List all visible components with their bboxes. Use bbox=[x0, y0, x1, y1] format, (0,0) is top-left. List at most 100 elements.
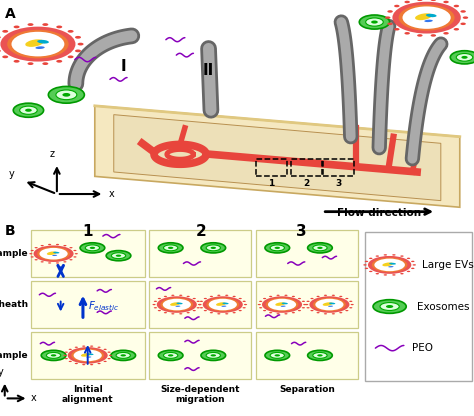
Circle shape bbox=[313, 298, 346, 311]
Circle shape bbox=[0, 50, 1, 52]
Circle shape bbox=[349, 307, 352, 308]
Ellipse shape bbox=[222, 302, 228, 305]
Circle shape bbox=[274, 354, 280, 357]
Bar bbox=[149, 281, 251, 328]
Circle shape bbox=[210, 247, 216, 249]
Circle shape bbox=[82, 364, 85, 365]
Circle shape bbox=[404, 32, 410, 35]
Circle shape bbox=[2, 55, 8, 58]
Circle shape bbox=[90, 247, 95, 249]
Circle shape bbox=[412, 264, 416, 265]
Circle shape bbox=[305, 304, 308, 305]
Circle shape bbox=[217, 295, 220, 296]
Ellipse shape bbox=[37, 40, 49, 44]
Circle shape bbox=[265, 298, 299, 311]
Circle shape bbox=[80, 243, 105, 253]
Circle shape bbox=[206, 352, 220, 358]
Circle shape bbox=[171, 295, 174, 296]
Bar bbox=[291, 159, 322, 176]
Circle shape bbox=[269, 296, 272, 297]
Circle shape bbox=[206, 245, 220, 251]
Circle shape bbox=[41, 261, 44, 262]
Circle shape bbox=[460, 22, 466, 25]
Bar bbox=[31, 332, 145, 379]
Circle shape bbox=[443, 32, 449, 35]
Circle shape bbox=[179, 313, 182, 314]
Circle shape bbox=[407, 258, 410, 259]
Circle shape bbox=[42, 62, 48, 65]
Circle shape bbox=[233, 296, 236, 297]
Circle shape bbox=[392, 274, 396, 276]
Circle shape bbox=[372, 258, 407, 272]
Ellipse shape bbox=[275, 302, 285, 306]
Circle shape bbox=[269, 312, 272, 313]
Ellipse shape bbox=[389, 263, 396, 265]
Circle shape bbox=[411, 267, 415, 269]
Text: 2: 2 bbox=[303, 178, 310, 188]
Circle shape bbox=[443, 1, 449, 3]
Circle shape bbox=[197, 301, 200, 302]
Circle shape bbox=[430, 0, 436, 1]
Circle shape bbox=[392, 254, 396, 255]
Circle shape bbox=[263, 310, 266, 311]
Circle shape bbox=[120, 354, 126, 357]
Ellipse shape bbox=[323, 302, 333, 306]
Text: PEO: PEO bbox=[412, 343, 433, 353]
Circle shape bbox=[116, 352, 130, 358]
Circle shape bbox=[217, 313, 220, 314]
Circle shape bbox=[349, 301, 352, 302]
Circle shape bbox=[51, 354, 56, 357]
Text: 1: 1 bbox=[82, 224, 93, 239]
Circle shape bbox=[310, 298, 314, 299]
Text: Separation: Separation bbox=[279, 385, 335, 394]
Circle shape bbox=[386, 305, 393, 308]
Circle shape bbox=[292, 296, 295, 297]
Circle shape bbox=[276, 313, 280, 314]
Circle shape bbox=[359, 15, 390, 29]
Circle shape bbox=[292, 312, 295, 313]
Circle shape bbox=[308, 350, 332, 361]
Text: B: B bbox=[5, 224, 15, 238]
Circle shape bbox=[69, 259, 73, 260]
Circle shape bbox=[210, 354, 216, 357]
Ellipse shape bbox=[176, 302, 182, 305]
Circle shape bbox=[108, 352, 110, 353]
Circle shape bbox=[164, 245, 178, 251]
Circle shape bbox=[463, 16, 468, 19]
Circle shape bbox=[73, 349, 102, 361]
Text: $F_{elastic}$: $F_{elastic}$ bbox=[88, 300, 119, 313]
Circle shape bbox=[371, 20, 378, 24]
Circle shape bbox=[160, 298, 193, 311]
Ellipse shape bbox=[383, 262, 393, 266]
Circle shape bbox=[385, 16, 391, 19]
Circle shape bbox=[2, 30, 8, 33]
Circle shape bbox=[298, 310, 301, 311]
Text: 2: 2 bbox=[196, 224, 207, 239]
Circle shape bbox=[116, 255, 121, 257]
Ellipse shape bbox=[426, 14, 437, 17]
Circle shape bbox=[78, 43, 83, 45]
Ellipse shape bbox=[53, 252, 59, 253]
Circle shape bbox=[387, 22, 393, 25]
Circle shape bbox=[103, 361, 107, 362]
Circle shape bbox=[164, 312, 167, 313]
Text: 1: 1 bbox=[268, 178, 274, 188]
Circle shape bbox=[365, 18, 383, 26]
Circle shape bbox=[302, 307, 305, 308]
Circle shape bbox=[168, 247, 173, 249]
Circle shape bbox=[259, 301, 262, 302]
Circle shape bbox=[168, 354, 173, 357]
Circle shape bbox=[75, 36, 81, 39]
Circle shape bbox=[63, 93, 70, 97]
Circle shape bbox=[313, 245, 327, 251]
Circle shape bbox=[313, 352, 327, 358]
Circle shape bbox=[39, 248, 68, 260]
Text: Sample: Sample bbox=[0, 249, 28, 258]
Circle shape bbox=[199, 304, 201, 305]
Text: Large EVs: Large EVs bbox=[422, 260, 474, 270]
Circle shape bbox=[238, 298, 242, 299]
Bar bbox=[31, 230, 145, 277]
Text: z: z bbox=[50, 149, 55, 159]
Circle shape bbox=[109, 355, 112, 356]
Circle shape bbox=[187, 296, 190, 297]
